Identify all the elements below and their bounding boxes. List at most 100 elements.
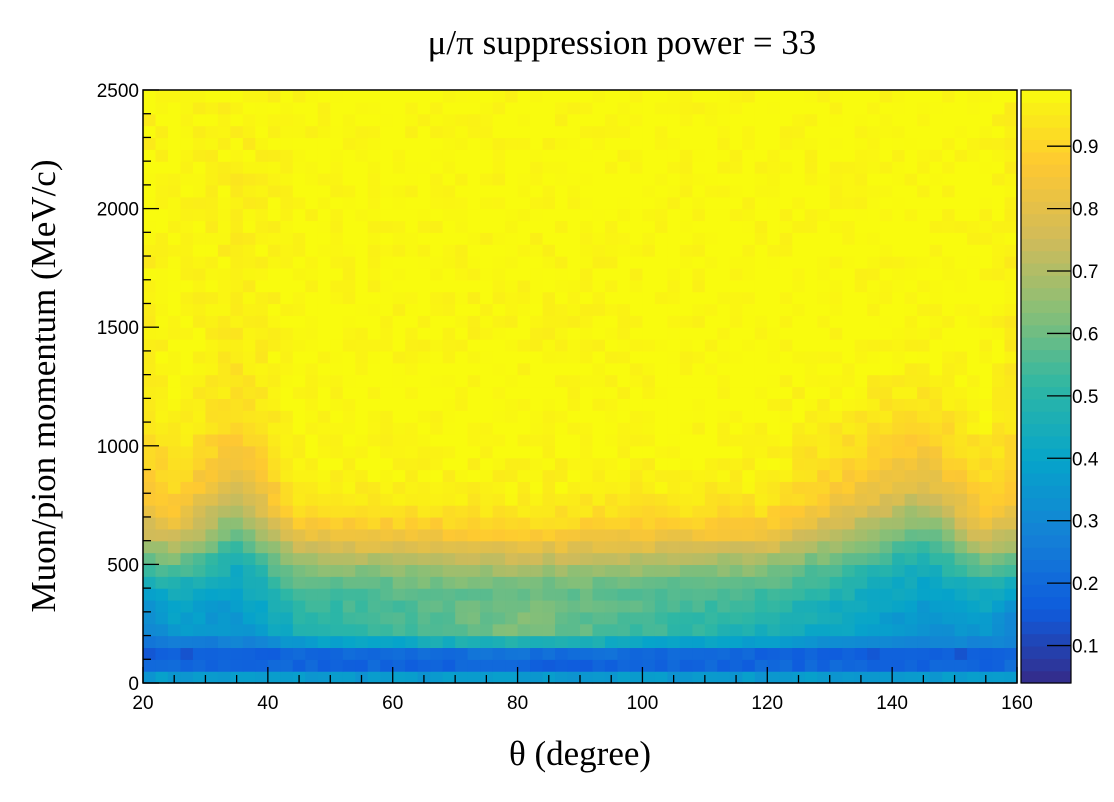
heatmap-cell (380, 315, 394, 328)
heatmap-cell (629, 564, 644, 577)
heatmap-cell (654, 540, 668, 554)
heatmap-cell (967, 90, 981, 103)
heatmap-cell (942, 125, 956, 139)
heatmap-cell (742, 552, 756, 565)
heatmap-cell (305, 493, 319, 506)
heatmap-cell (230, 445, 244, 459)
heatmap-cell (679, 623, 693, 637)
colorbar-band (1021, 300, 1071, 313)
heatmap-cell (917, 481, 931, 494)
heatmap-cell (330, 208, 344, 222)
heatmap-cell (1004, 291, 1018, 305)
heatmap-cell (1004, 422, 1018, 435)
heatmap-cell (417, 220, 431, 233)
heatmap-cell (967, 137, 981, 150)
heatmap-cell (492, 647, 506, 660)
colorbar-band (1021, 90, 1071, 103)
heatmap-cell (192, 339, 207, 352)
heatmap-cell (767, 564, 781, 577)
heatmap-cell (992, 599, 1006, 613)
heatmap-cell (342, 588, 356, 601)
heatmap-cell (604, 279, 619, 293)
heatmap-cell (742, 457, 756, 471)
heatmap-cell (904, 611, 918, 625)
heatmap-cell (879, 647, 893, 660)
heatmap-cell (842, 267, 856, 281)
heatmap-cell (942, 149, 956, 162)
heatmap-cell (767, 90, 781, 103)
heatmap-cell (280, 564, 294, 577)
heatmap-cell (455, 623, 469, 637)
heatmap-cell (442, 528, 456, 542)
heatmap-cell (167, 303, 182, 316)
heatmap-cell (555, 374, 569, 388)
heatmap-cell (480, 635, 494, 649)
heatmap-cell (205, 469, 219, 482)
colorbar-frame (1020, 89, 1072, 684)
heatmap-cell (292, 398, 306, 411)
heatmap-cell (567, 398, 581, 411)
heatmap-cell (467, 161, 481, 174)
heatmap-cell (854, 516, 868, 530)
heatmap-cell (892, 113, 906, 127)
heatmap-cell (667, 481, 681, 494)
heatmap-cell (143, 137, 157, 150)
colorbar-band (1021, 534, 1071, 548)
heatmap-cell (904, 184, 918, 198)
heatmap-cell (829, 433, 843, 447)
heatmap-cell (517, 374, 531, 388)
heatmap-cell (642, 90, 656, 103)
heatmap-cell (742, 433, 756, 447)
heatmap-cell (217, 279, 231, 293)
heatmap-cell (442, 386, 456, 399)
heatmap-cell (729, 588, 743, 601)
heatmap-cell (604, 374, 619, 388)
heatmap-cell (330, 232, 344, 245)
heatmap-cell (692, 137, 706, 150)
heatmap-cell (167, 410, 182, 423)
heatmap-cell (217, 505, 231, 518)
colorbar-band (1021, 337, 1071, 351)
heatmap-cell (904, 540, 918, 554)
heatmap-cell (505, 611, 519, 625)
heatmap-cell (205, 374, 219, 388)
colorbar-band (1021, 287, 1071, 301)
heatmap-cell (667, 623, 681, 637)
heatmap-cell (580, 101, 594, 115)
heatmap-cell (330, 101, 344, 115)
heatmap-cell (155, 433, 169, 447)
heatmap-cell (355, 196, 369, 210)
heatmap-cell (942, 623, 956, 637)
heatmap-cell (829, 516, 843, 530)
heatmap-cell (779, 232, 793, 245)
heatmap-cell (230, 410, 244, 423)
heatmap-cell (492, 291, 506, 305)
heatmap-cell (417, 196, 431, 210)
heatmap-cell (455, 101, 469, 115)
heatmap-cell (505, 433, 519, 447)
heatmap-cell (817, 137, 831, 150)
heatmap-cell (280, 101, 294, 115)
heatmap-cell (629, 386, 644, 399)
heatmap-cell (567, 374, 581, 388)
heatmap-cell (492, 149, 506, 162)
heatmap-cell (580, 113, 594, 127)
heatmap-cell (617, 623, 631, 637)
heatmap-cell (779, 161, 793, 174)
heatmap-cell (992, 149, 1006, 162)
heatmap-cell (767, 327, 781, 340)
heatmap-cell (305, 327, 319, 340)
heatmap-cell (367, 161, 381, 174)
heatmap-cell (455, 374, 469, 388)
heatmap-cell (280, 433, 294, 447)
heatmap-cell (992, 623, 1006, 637)
heatmap-cell (829, 256, 843, 269)
heatmap-cell (380, 303, 394, 316)
heatmap-cell (392, 184, 406, 198)
heatmap-cell (317, 339, 331, 352)
heatmap-cell (892, 671, 906, 684)
heatmap-cell (829, 588, 843, 601)
heatmap-cell (642, 588, 656, 601)
heatmap-cell (592, 113, 606, 127)
